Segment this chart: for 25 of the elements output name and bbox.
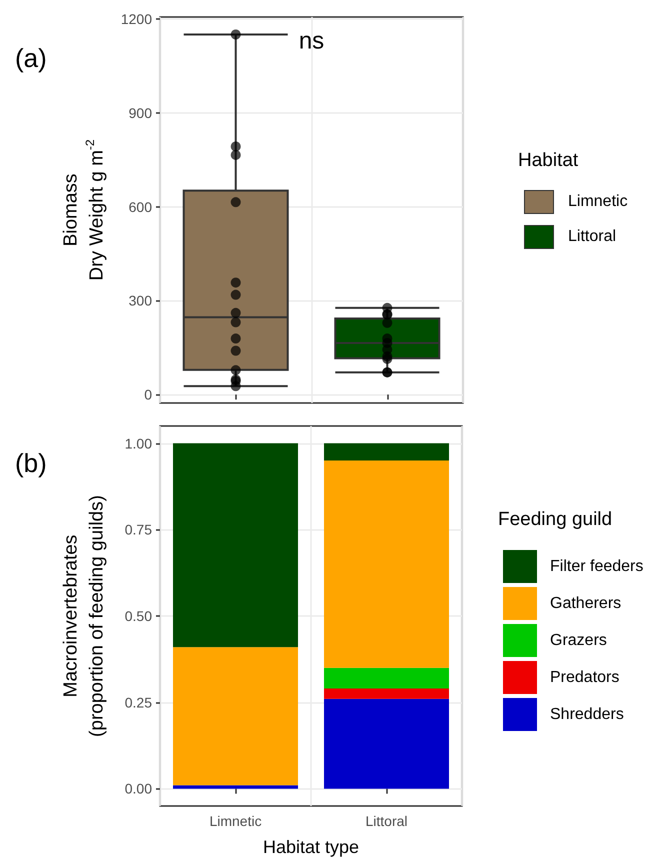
legend-title: Habitat <box>518 150 580 172</box>
text: (a) <box>15 43 47 73</box>
annotation: ns <box>298 28 324 54</box>
text: (b) <box>15 448 47 478</box>
category-label: Littoral <box>568 228 616 244</box>
legend-label: Predators <box>550 669 620 686</box>
legend-label: Gatherers <box>550 595 622 612</box>
y-tick-label: 0 <box>144 386 152 403</box>
y-axis-title: Biomass Dry Weight g m-2 <box>60 139 108 281</box>
x-axis-title: Habitat type <box>262 837 360 857</box>
y-tick-label: 0.25 <box>124 694 152 710</box>
y-tick-label: 0.50 <box>124 608 152 624</box>
y-axis-title: Macroinvertebrates (proportion of feeding guilds) <box>60 495 108 737</box>
legend-title: Feeding guild <box>498 509 612 530</box>
y-tick-label: 0.00 <box>124 780 152 797</box>
y-tick-label: 0.75 <box>124 522 152 538</box>
y-tick-label: 1.00 <box>124 435 152 452</box>
y-tick-label: 1200 <box>120 11 152 28</box>
legend-label: Filter feeders <box>550 558 644 575</box>
legend-label: Grazers <box>550 632 607 649</box>
y-tick-label: 300 <box>128 292 152 309</box>
y-tick-label: 900 <box>128 105 152 122</box>
legend-label: Shredders <box>550 706 624 723</box>
y-tick-label: 600 <box>128 198 152 215</box>
category-label: Limnetic <box>568 192 628 210</box>
